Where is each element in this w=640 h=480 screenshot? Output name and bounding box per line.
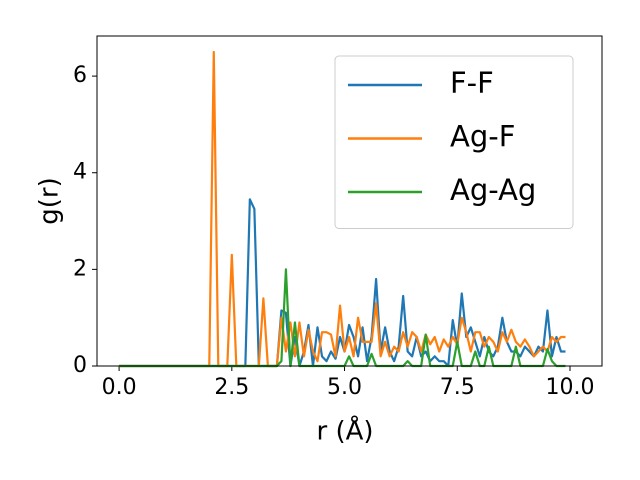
legend-box xyxy=(334,55,574,229)
x-tick-label: 10.0 xyxy=(545,375,594,400)
x-tick-label: 7.5 xyxy=(440,375,475,400)
legend-label: Ag-F xyxy=(450,120,515,154)
x-tick-label: 0.0 xyxy=(102,375,137,400)
y-tick-label: 4 xyxy=(73,160,87,185)
legend-label: Ag-Ag xyxy=(450,173,536,207)
y-tick-label: 0 xyxy=(73,353,87,378)
x-tick-label: 5.0 xyxy=(327,375,362,400)
y-axis-label: g(r) xyxy=(35,177,65,224)
x-axis-label: r (Å) xyxy=(316,415,373,447)
legend-label: F-F xyxy=(450,66,494,100)
x-tick-label: 2.5 xyxy=(214,375,249,400)
y-tick-label: 2 xyxy=(73,256,87,281)
plot-frame xyxy=(96,35,603,367)
y-tick-label: 6 xyxy=(73,63,87,88)
